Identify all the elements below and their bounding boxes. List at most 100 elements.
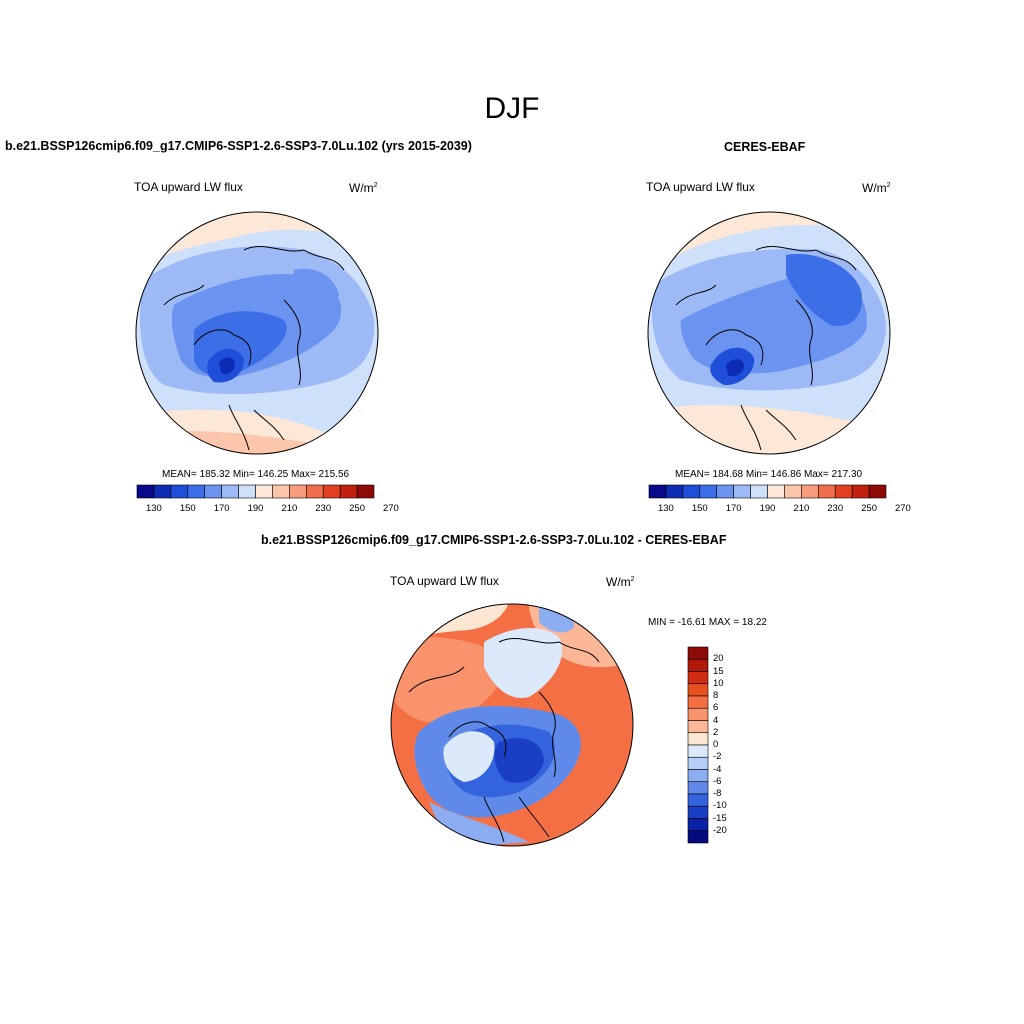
colorbar-tick-label: 8 [713, 690, 719, 701]
colorbar-tick-label: -6 [713, 775, 722, 787]
panel2-colorbar-ticks: 130 150 170 190 210 230 250 270 [649, 503, 911, 515]
colorbar-swatch [687, 695, 709, 709]
colorbar-swatch [687, 769, 709, 783]
panel1-title: b.e21.BSSP126cmip6.f09_g17.CMIP6-SSP1-2.… [5, 139, 472, 153]
colorbar-swatch [322, 484, 341, 499]
colorbar-tick-label: 230 [315, 503, 332, 514]
colorbar-swatch [687, 683, 709, 697]
colorbar-tick-label: -2 [713, 751, 722, 763]
colorbar-swatch [687, 658, 709, 672]
panel3-colorbar [687, 646, 709, 844]
panel1-greenland-core [219, 357, 235, 375]
colorbar-swatch [339, 484, 358, 499]
panel2-polar-map [647, 211, 891, 455]
colorbar-swatch [699, 484, 718, 499]
panel2-greenland-core [726, 359, 744, 377]
colorbar-swatch [648, 484, 667, 499]
colorbar-tick-label: 10 [713, 677, 724, 689]
colorbar-swatch [716, 484, 734, 499]
colorbar-tick-label: -10 [713, 800, 727, 812]
colorbar-tick-label: 20 [713, 653, 724, 665]
colorbar-swatch [687, 671, 709, 685]
colorbar-swatch [687, 720, 709, 734]
figure-title: DJF [484, 92, 540, 125]
colorbar-tick-label: -20 [713, 824, 727, 836]
colorbar-swatch [687, 646, 709, 660]
colorbar-tick-label: 6 [713, 702, 719, 714]
colorbar-swatch [687, 756, 709, 770]
colorbar-tick-label: 190 [247, 503, 264, 514]
colorbar-swatch [356, 484, 375, 499]
colorbar-swatch [851, 484, 870, 499]
colorbar-swatch [305, 484, 324, 499]
colorbar-swatch [784, 484, 802, 499]
colorbar-tick-label: -4 [713, 763, 722, 775]
colorbar-tick-label: 210 [281, 503, 298, 514]
colorbar-tick-label: 190 [759, 503, 776, 514]
colorbar-swatch [687, 805, 709, 819]
colorbar-swatch [255, 484, 273, 499]
panel3-mid-warm [391, 637, 509, 723]
colorbar-tick-label: 4 [713, 714, 719, 726]
colorbar-tick-label: 250 [861, 503, 877, 514]
panel3-cool-light [484, 627, 563, 698]
panel1-colorbar [136, 484, 375, 499]
panel3-coastline [408, 638, 600, 843]
panel2-title: CERES-EBAF [724, 140, 806, 154]
colorbar-swatch [687, 830, 709, 844]
colorbar-tick-label: 130 [657, 503, 674, 514]
colorbar-swatch [687, 744, 709, 758]
panel3-title: b.e21.BSSP126cmip6.f09_g17.CMIP6-SSP1-2.… [261, 533, 727, 547]
colorbar-swatch [868, 484, 887, 499]
panel1-colorbar-ticks: 130 150 170 190 210 230 250 270 [137, 503, 399, 515]
colorbar-swatch [221, 484, 239, 499]
colorbar-swatch [272, 484, 290, 499]
colorbar-tick-label: 270 [894, 503, 911, 514]
colorbar-swatch [687, 781, 709, 795]
panel3-polar-map [390, 603, 634, 847]
colorbar-tick-label: 15 [713, 665, 724, 677]
colorbar-swatch [687, 732, 709, 746]
panel1-polar-map [135, 211, 379, 455]
colorbar-tick-label: 170 [725, 503, 742, 514]
colorbar-swatch [665, 484, 684, 499]
panel2-colorbar [648, 484, 887, 499]
colorbar-tick-label: 0 [713, 739, 719, 750]
panel2-variable-label: TOA upward LW flux [646, 180, 755, 194]
panel3-greenland-light [443, 731, 495, 782]
colorbar-tick-label: 210 [793, 503, 810, 514]
colorbar-swatch [817, 484, 836, 499]
panel2-coastline [675, 246, 857, 451]
panel3-stats: MIN = -16.61 MAX = 18.22 [648, 617, 767, 628]
colorbar-tick-label: -15 [713, 812, 727, 824]
colorbar-swatch [170, 484, 189, 499]
colorbar-swatch [750, 484, 768, 499]
colorbar-swatch [801, 484, 819, 499]
colorbar-tick-label: 230 [827, 503, 844, 514]
colorbar-tick-label: 130 [145, 503, 162, 514]
panel1-variable-label: TOA upward LW flux [134, 180, 243, 194]
colorbar-swatch [187, 484, 206, 499]
colorbar-swatch [687, 707, 709, 721]
colorbar-swatch [687, 793, 709, 807]
colorbar-swatch [238, 484, 256, 499]
colorbar-tick-label: 170 [213, 503, 230, 514]
panel3-cool-core [494, 738, 544, 783]
panel3-colorbar-ticks: 20 15 10 8 6 4 2 0 -2 -4 -6 -8 -10 -15 -20 [713, 647, 753, 843]
colorbar-tick-label: -8 [713, 788, 722, 799]
panel1-stats: MEAN= 185.32 Min= 146.25 Max= 215.56 [162, 469, 350, 480]
panel3-unit: W/m2 [606, 575, 635, 589]
colorbar-swatch [682, 484, 701, 499]
colorbar-swatch [834, 484, 853, 499]
panel2-unit: W/m2 [862, 181, 891, 195]
panel2-field-lower [786, 254, 862, 326]
panel1-unit: W/m2 [349, 181, 378, 195]
panel1-siberia-low [293, 268, 339, 311]
colorbar-tick-label: 250 [349, 503, 365, 514]
colorbar-swatch [687, 818, 709, 832]
colorbar-tick-label: 150 [691, 503, 708, 514]
colorbar-swatch [733, 484, 751, 499]
colorbar-swatch [767, 484, 785, 499]
colorbar-swatch [153, 484, 172, 499]
colorbar-tick-label: 270 [382, 503, 399, 514]
